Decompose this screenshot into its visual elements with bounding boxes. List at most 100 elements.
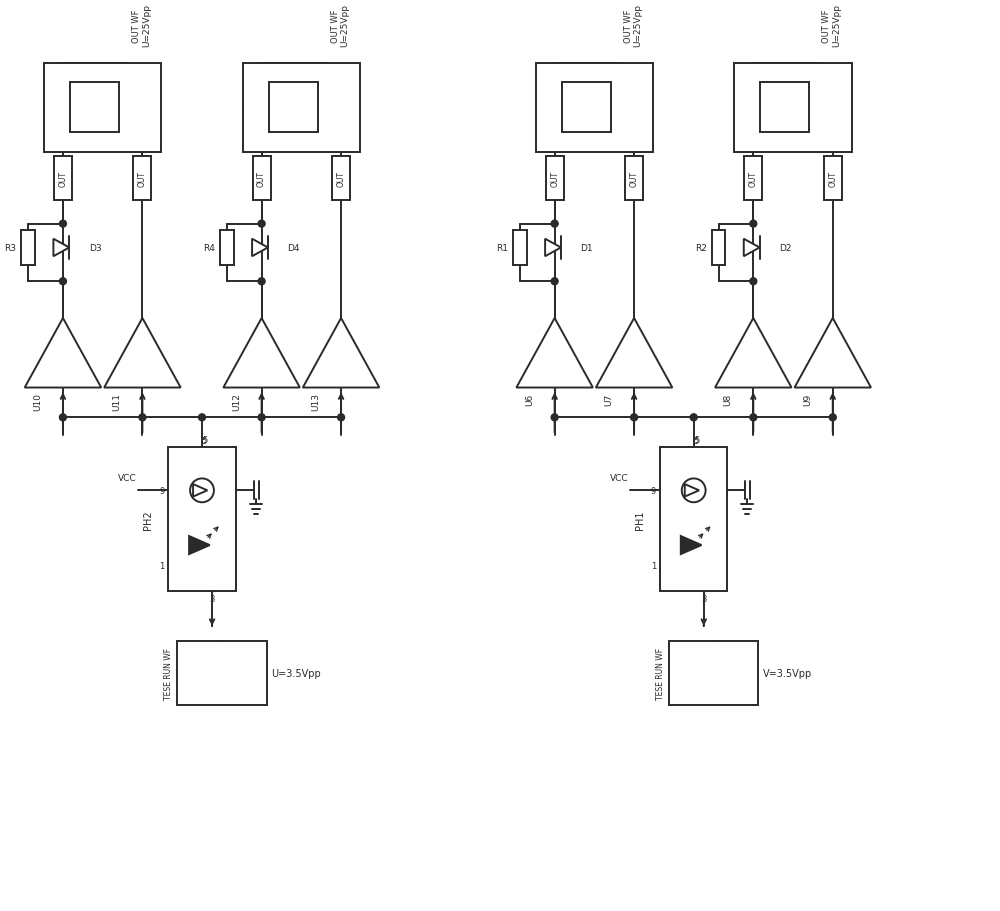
Polygon shape <box>744 240 760 257</box>
Text: R2: R2 <box>695 244 707 252</box>
Bar <box>269 83 318 132</box>
Bar <box>177 641 267 706</box>
Circle shape <box>551 279 558 285</box>
Bar <box>546 157 564 200</box>
Bar <box>168 447 236 591</box>
Circle shape <box>59 279 66 285</box>
Text: U13: U13 <box>311 393 320 411</box>
Text: V=3.5Vpp: V=3.5Vpp <box>763 669 812 679</box>
Text: PH2: PH2 <box>143 510 153 529</box>
Text: 5: 5 <box>201 436 207 445</box>
Text: 3: 3 <box>701 594 706 603</box>
Text: U8: U8 <box>723 393 732 405</box>
Text: U=25Vpp: U=25Vpp <box>341 5 350 47</box>
Text: OUT: OUT <box>257 170 266 187</box>
Text: R3: R3 <box>4 244 16 252</box>
Circle shape <box>551 220 558 228</box>
Circle shape <box>258 415 265 422</box>
Text: R1: R1 <box>496 244 508 252</box>
Text: U10: U10 <box>33 393 42 411</box>
Circle shape <box>199 415 205 422</box>
Bar <box>669 641 758 706</box>
Bar <box>744 157 762 200</box>
Text: U=25Vpp: U=25Vpp <box>634 5 643 47</box>
Circle shape <box>59 220 66 228</box>
Circle shape <box>829 415 836 422</box>
Text: 9: 9 <box>651 486 656 496</box>
Bar <box>562 83 611 132</box>
Polygon shape <box>252 240 268 257</box>
Text: VCC: VCC <box>610 474 628 483</box>
Text: 1: 1 <box>651 561 656 570</box>
Bar <box>54 157 72 200</box>
Text: OUT: OUT <box>337 170 346 187</box>
Text: U=25Vpp: U=25Vpp <box>142 5 151 47</box>
Text: 5: 5 <box>202 435 208 445</box>
Bar <box>760 83 809 132</box>
Polygon shape <box>303 319 379 388</box>
Polygon shape <box>25 319 101 388</box>
Polygon shape <box>715 319 792 388</box>
Text: TESE RUN WF: TESE RUN WF <box>164 648 173 700</box>
Bar <box>536 64 653 153</box>
Text: 3: 3 <box>209 594 215 603</box>
Polygon shape <box>104 319 181 388</box>
Circle shape <box>750 415 757 422</box>
Text: U6: U6 <box>525 393 534 405</box>
Text: OUT WF: OUT WF <box>331 9 340 43</box>
Text: TESE RUN WF: TESE RUN WF <box>656 648 665 700</box>
Circle shape <box>258 279 265 285</box>
Polygon shape <box>681 537 701 555</box>
Circle shape <box>551 415 558 422</box>
Text: R4: R4 <box>203 244 215 252</box>
Circle shape <box>59 415 66 422</box>
Text: OUT WF: OUT WF <box>624 9 633 43</box>
Text: OUT WF: OUT WF <box>822 9 831 43</box>
Polygon shape <box>53 240 69 257</box>
Text: 5: 5 <box>694 435 699 445</box>
Circle shape <box>139 415 146 422</box>
Text: OUT WF: OUT WF <box>132 9 141 43</box>
Text: D4: D4 <box>287 244 300 252</box>
Bar <box>660 447 727 591</box>
Bar <box>21 230 35 266</box>
Bar <box>712 230 725 266</box>
Text: 9: 9 <box>159 486 164 496</box>
Bar <box>513 230 527 266</box>
Bar <box>220 230 234 266</box>
Text: D3: D3 <box>89 244 101 252</box>
Circle shape <box>750 220 757 228</box>
Bar <box>625 157 643 200</box>
Text: VCC: VCC <box>118 474 136 483</box>
Text: U7: U7 <box>604 393 613 405</box>
Text: U11: U11 <box>113 393 122 411</box>
Text: 1: 1 <box>159 561 164 570</box>
Text: U12: U12 <box>232 393 241 411</box>
Polygon shape <box>516 319 593 388</box>
Text: D2: D2 <box>779 244 792 252</box>
Text: U=25Vpp: U=25Vpp <box>832 5 841 47</box>
Polygon shape <box>193 485 207 497</box>
Text: PH1: PH1 <box>635 510 645 529</box>
Text: OUT: OUT <box>58 170 67 187</box>
Polygon shape <box>685 485 699 497</box>
Text: U=3.5Vpp: U=3.5Vpp <box>272 669 321 679</box>
Text: OUT: OUT <box>550 170 559 187</box>
Bar <box>253 157 271 200</box>
Polygon shape <box>223 319 300 388</box>
Circle shape <box>690 415 697 422</box>
Text: OUT: OUT <box>749 170 758 187</box>
Text: 5: 5 <box>693 436 698 445</box>
Text: U9: U9 <box>803 393 812 405</box>
Circle shape <box>258 220 265 228</box>
Circle shape <box>750 279 757 285</box>
Circle shape <box>338 415 345 422</box>
Polygon shape <box>545 240 561 257</box>
Bar <box>824 157 842 200</box>
Bar <box>70 83 119 132</box>
Polygon shape <box>189 537 210 555</box>
Bar <box>133 157 151 200</box>
Bar <box>243 64 360 153</box>
Circle shape <box>631 415 638 422</box>
Polygon shape <box>596 319 672 388</box>
